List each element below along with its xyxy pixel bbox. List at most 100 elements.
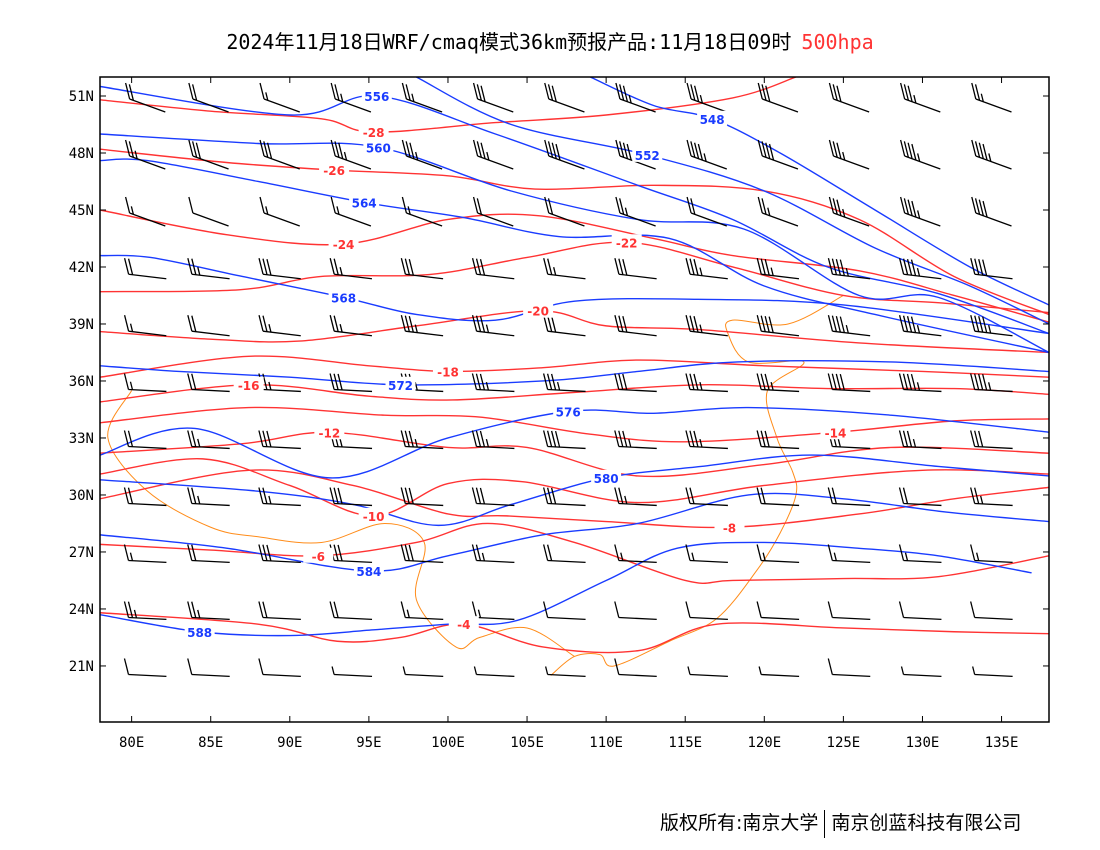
wind-barb [614, 373, 657, 393]
temperature-contour-label: -4 [457, 618, 470, 632]
wind-barb [970, 315, 1013, 337]
wind-barb [685, 430, 728, 450]
wind-barb [971, 196, 1012, 227]
temperature-contour-label: -10 [363, 510, 385, 524]
wind-barb [188, 82, 229, 113]
wind-barb [329, 373, 373, 393]
wind-barb [758, 666, 800, 678]
wind-barb [685, 601, 728, 621]
label-bg [319, 162, 350, 178]
label-bg [358, 124, 389, 140]
temperature-contour-label: -22 [616, 236, 638, 250]
wind-barb [471, 601, 515, 621]
wind-barb [685, 258, 728, 280]
wind-barb [329, 487, 373, 507]
wind-barb [401, 196, 443, 227]
label-bg [611, 234, 642, 250]
height-contour-label: 568 [331, 291, 356, 305]
wind-barb [330, 196, 372, 227]
wind-barb [124, 82, 166, 113]
wind-barb [123, 430, 167, 450]
wind-barb [123, 487, 167, 507]
y-tick-label: 21N [69, 659, 94, 675]
wind-barb [400, 430, 444, 450]
label-bg [714, 519, 745, 535]
height-contour-line [590, 77, 1049, 306]
wind-barb [827, 658, 871, 678]
x-tick-label: 135E [985, 735, 1019, 751]
height-contour-label: 576 [556, 405, 581, 419]
height-contour-label: 580 [594, 472, 619, 486]
x-tick-label: 125E [827, 735, 861, 751]
height-contour-label: 556 [364, 90, 389, 104]
wind-barb [329, 544, 373, 564]
label-bg [553, 403, 584, 419]
wind-barb [827, 373, 871, 393]
wind-barb [123, 601, 167, 621]
wind-barb [756, 601, 800, 621]
height-contour-line [100, 85, 1049, 335]
wind-barb [258, 487, 301, 507]
y-tick-label: 51N [69, 89, 94, 105]
wind-barb [188, 196, 229, 227]
wind-barb [187, 258, 230, 280]
label-bg [591, 469, 622, 485]
y-tick-label: 42N [69, 260, 94, 276]
wind-barb [756, 315, 800, 337]
wind-barb [614, 430, 657, 450]
wind-barb [614, 487, 657, 507]
wind-barb [188, 139, 229, 170]
wind-barb [258, 658, 301, 678]
wind-barb [970, 544, 1013, 564]
temperature-contour-line [100, 431, 1049, 478]
label-bg [523, 302, 554, 318]
wind-barb [756, 544, 800, 564]
wind-barb [542, 487, 586, 507]
wind-barb [970, 373, 1013, 393]
wind-barb [401, 82, 443, 113]
wind-barb [898, 258, 942, 280]
wind-barb [330, 82, 372, 113]
height-contour-line [100, 454, 1049, 527]
temperature-contour-label: -28 [363, 126, 385, 140]
wind-barb [124, 139, 166, 170]
wind-barb [685, 544, 728, 564]
wind-barb [970, 601, 1013, 621]
y-tick-label: 39N [69, 317, 94, 333]
x-tick-label: 90E [277, 735, 302, 751]
wind-barb [544, 666, 586, 678]
wind-barb [898, 315, 942, 337]
label-bg [184, 623, 215, 639]
wind-barb [828, 196, 870, 227]
wind-barb [258, 430, 301, 450]
wind-barb [827, 487, 871, 507]
wind-barb [898, 373, 942, 393]
wind-barb [329, 601, 373, 621]
x-tick-label: 100E [431, 735, 465, 751]
wind-barb [471, 430, 515, 450]
label-bg [432, 363, 463, 379]
temperature-contour-label: -20 [527, 305, 549, 319]
x-tick-label: 120E [747, 735, 781, 751]
wind-barb [400, 544, 444, 564]
y-tick-label: 36N [69, 374, 94, 390]
wind-barb [899, 196, 941, 227]
wind-barb [258, 601, 301, 621]
copyright-right: 南京创蓝科技有限公司 [831, 812, 1022, 834]
height-contour-label: 588 [187, 626, 212, 640]
plot-frame [99, 76, 1050, 723]
wind-barb [685, 373, 728, 393]
wind-barb [331, 666, 373, 678]
y-tick-label: 30N [69, 488, 94, 504]
wind-barb [471, 315, 515, 337]
wind-barb [187, 544, 230, 564]
wind-barb [472, 196, 514, 227]
pressure-level: 500hpa [801, 30, 874, 54]
temperature-contour-label: -14 [825, 426, 847, 440]
wind-barb [400, 601, 444, 621]
temperature-contour-line [100, 148, 1049, 316]
temperature-contour-label: -24 [333, 238, 355, 252]
label-bg [358, 507, 389, 523]
wind-barb [542, 430, 586, 450]
height-contour-label: 552 [635, 149, 660, 163]
